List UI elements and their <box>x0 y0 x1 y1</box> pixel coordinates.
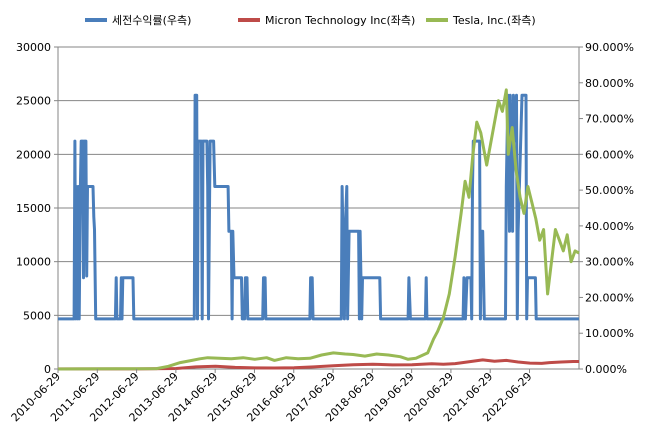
right-tick-label: 60.000% <box>585 148 634 161</box>
series-group <box>57 88 580 371</box>
right-tick-label: 40.000% <box>585 220 634 233</box>
legend-label-1: Micron Technology Inc(좌측) <box>265 14 415 27</box>
series-line-0 <box>58 93 579 321</box>
right-tick-label: 90.000% <box>585 41 634 54</box>
legend-label-0: 세전수익률(우측) <box>112 14 191 27</box>
right-tick-label: 10.000% <box>585 327 634 340</box>
left-tick-label: 15000 <box>16 202 51 215</box>
left-tick-label: 20000 <box>16 148 51 161</box>
left-axis: 0 5000 10000 15000 20000 25000 30000 <box>16 41 58 376</box>
right-axis: 0.000% 10.000% 20.000% 30.000% 40.000% 50.000… <box>579 41 634 376</box>
left-tick-label: 0 <box>44 363 51 376</box>
left-tick-label: 5000 <box>23 309 51 322</box>
legend-label-2: Tesla, Inc.(좌측) <box>452 14 536 27</box>
legend: 세전수익률(우측) Micron Technology Inc(좌측) Tesla,… <box>85 14 536 27</box>
right-tick-label: 20.000% <box>585 291 634 304</box>
right-tick-label: 30.000% <box>585 256 634 269</box>
right-tick-label: 70.000% <box>585 113 634 126</box>
right-tick-label: 50.000% <box>585 184 634 197</box>
right-tick-label: 0.000% <box>585 363 627 376</box>
left-tick-label: 30000 <box>16 41 51 54</box>
left-tick-label: 25000 <box>16 95 51 108</box>
right-tick-label: 80.000% <box>585 77 634 90</box>
left-tick-label: 10000 <box>16 256 51 269</box>
series-line-2 <box>57 88 580 371</box>
series-line-1 <box>58 358 579 371</box>
